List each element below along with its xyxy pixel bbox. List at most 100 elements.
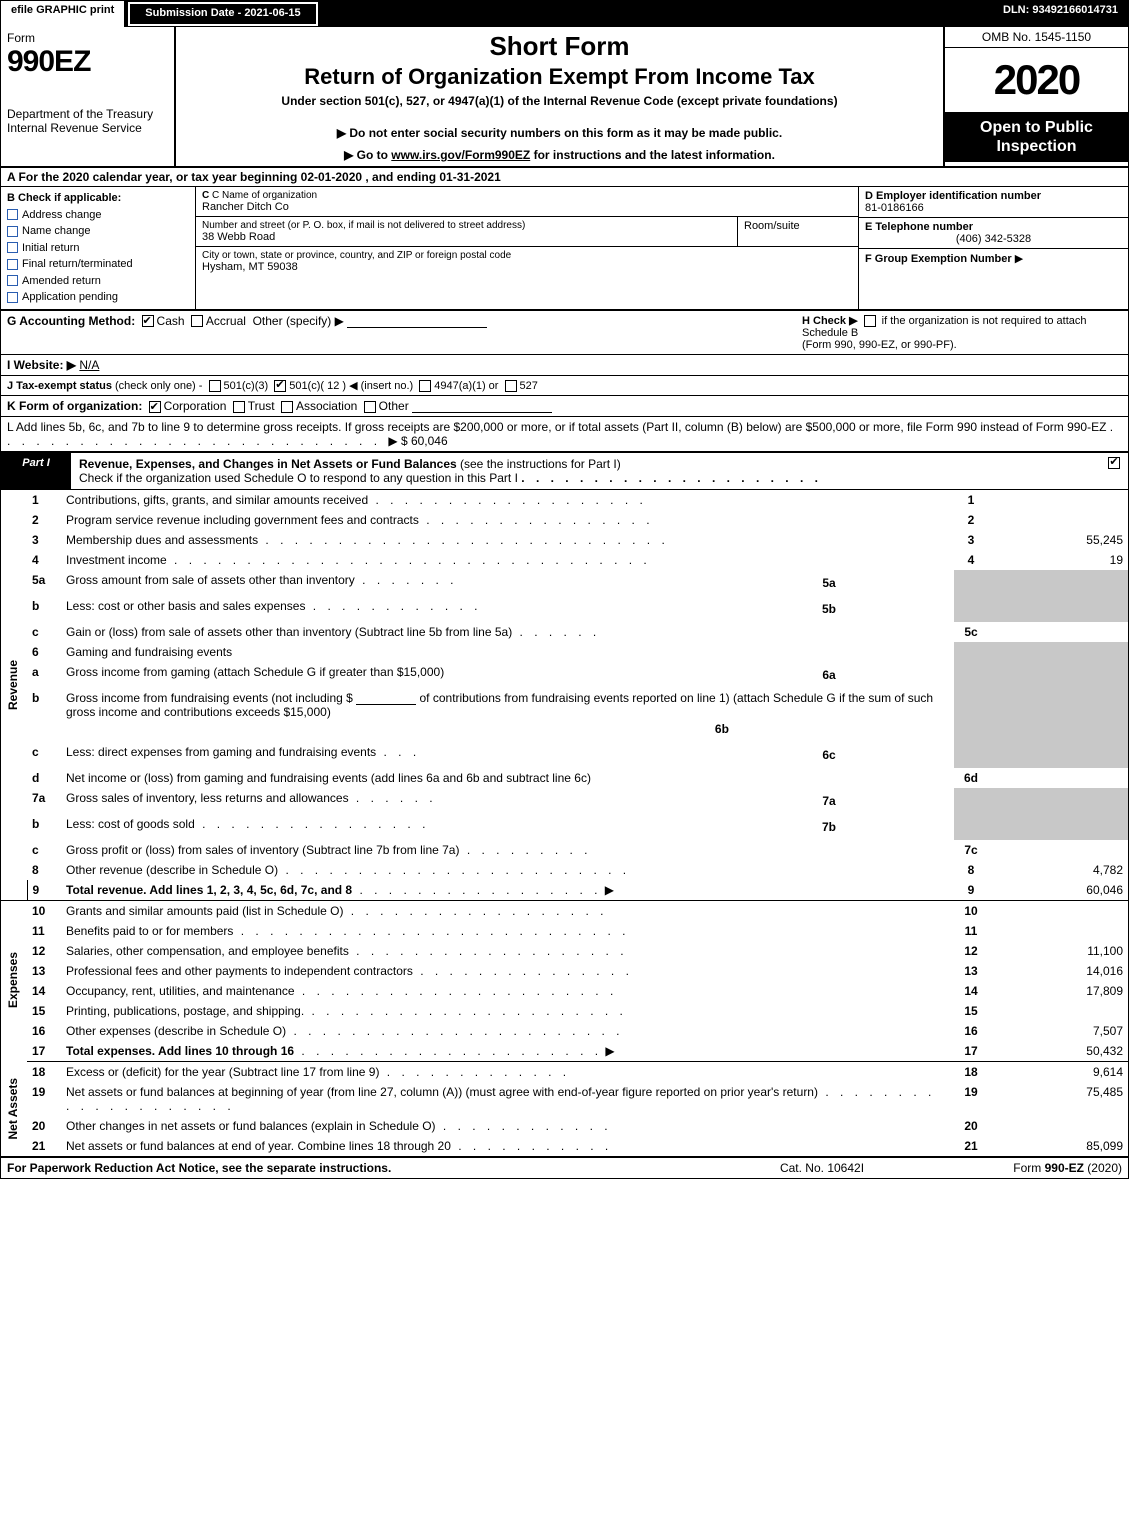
- line-desc: Other revenue (describe in Schedule O) .…: [61, 860, 954, 880]
- paperwork-notice: For Paperwork Reduction Act Notice, see …: [7, 1161, 722, 1175]
- line-num: 12: [27, 941, 61, 961]
- checkbox-icon: [7, 259, 18, 270]
- line-text: Other revenue (describe in Schedule O): [66, 863, 278, 877]
- line-6a: a Gross income from gaming (attach Sched…: [1, 662, 1128, 688]
- line-3: 3 Membership dues and assessments . . . …: [1, 530, 1128, 550]
- line-box: 17: [954, 1041, 988, 1062]
- header-right: OMB No. 1545-1150 2020 Open to Public In…: [943, 27, 1128, 166]
- dots: . . . . . . . . . . . . . . . . . .: [343, 904, 607, 918]
- efile-graphic-print: efile GRAPHIC print: [1, 1, 127, 27]
- org-name-label-text: C Name of organization: [212, 190, 317, 201]
- chk-label: Amended return: [22, 275, 101, 287]
- sub-amt: [849, 745, 949, 765]
- line-desc: Grants and similar amounts paid (list in…: [61, 900, 954, 921]
- box-f: F Group Exemption Number ▶: [859, 249, 1128, 309]
- line-5c: c Gain or (loss) from sale of assets oth…: [1, 622, 1128, 642]
- chk-corporation[interactable]: [149, 401, 161, 413]
- other-specify-line[interactable]: [347, 315, 487, 328]
- line-num: a: [27, 662, 61, 688]
- chk-address-change[interactable]: Address change: [7, 207, 189, 224]
- org-name: Rancher Ditch Co: [202, 201, 852, 213]
- checkbox-icon: [7, 275, 18, 286]
- chk-accrual[interactable]: [191, 315, 203, 327]
- chk-501c[interactable]: [274, 380, 286, 392]
- line-desc: Gross income from gaming (attach Schedul…: [61, 662, 954, 688]
- line-box: 14: [954, 981, 988, 1001]
- line-amt: 19: [988, 550, 1128, 570]
- line-box: 21: [954, 1136, 988, 1156]
- line-num: c: [27, 622, 61, 642]
- website-cell: I Website: ▶ N/A: [7, 358, 1122, 372]
- line-amt: [988, 510, 1128, 530]
- omb-number: OMB No. 1545-1150: [945, 27, 1128, 48]
- checkbox-icon: [7, 226, 18, 237]
- line-amt: 9,614: [988, 1061, 1128, 1082]
- sub-desc: Gross amount from sale of assets other t…: [66, 573, 809, 593]
- sub-box: 6b: [684, 719, 760, 739]
- line-desc: Less: direct expenses from gaming and fu…: [61, 742, 954, 768]
- chk-association[interactable]: [281, 401, 293, 413]
- chk-amended-return[interactable]: Amended return: [7, 273, 189, 290]
- line-num: 5a: [27, 570, 61, 596]
- line-text: Gain or (loss) from sale of assets other…: [66, 625, 512, 639]
- chk-label: Initial return: [22, 242, 79, 254]
- chk-trust[interactable]: [233, 401, 245, 413]
- netassets-vlabel: Net Assets: [1, 1061, 27, 1156]
- subline-table: Less: cost of goods sold . . . . . . . .…: [66, 817, 949, 837]
- dept-treasury: Department of the Treasury: [7, 107, 168, 121]
- line-text: Net assets or fund balances at end of ye…: [66, 1139, 451, 1153]
- chk-501c3[interactable]: [209, 380, 221, 392]
- other-org-line[interactable]: [412, 400, 552, 413]
- chk-label: Application pending: [22, 291, 118, 303]
- line-desc: Other expenses (describe in Schedule O) …: [61, 1021, 954, 1041]
- chk-name-change[interactable]: Name change: [7, 223, 189, 240]
- dots: . . . . . . . . . . . . . . . . . . . . …: [286, 1024, 623, 1038]
- entity-block: B Check if applicable: Address change Na…: [1, 187, 1128, 311]
- contrib-amount-line[interactable]: [356, 692, 416, 705]
- row-h: H Check ▶ if the organization is not req…: [802, 314, 1122, 351]
- chk-other-org[interactable]: [364, 401, 376, 413]
- line-amt-grey: [988, 570, 1128, 596]
- line-amt: [988, 490, 1128, 510]
- chk-527[interactable]: [505, 380, 517, 392]
- line-amt-grey: [988, 662, 1128, 688]
- open-to-public: Open to Public Inspection: [945, 112, 1128, 162]
- irs-link[interactable]: www.irs.gov/Form990EZ: [391, 148, 530, 162]
- address-label: Number and street (or P. O. box, if mail…: [202, 220, 731, 231]
- line-amt-grey: [988, 788, 1128, 814]
- efile-label: efile GRAPHIC print: [11, 4, 114, 16]
- row-i: I Website: ▶ N/A: [1, 355, 1128, 376]
- line-num: 17: [27, 1041, 61, 1062]
- part-i-title: Revenue, Expenses, and Changes in Net As…: [79, 457, 457, 471]
- line-num: 19: [27, 1082, 61, 1116]
- line-num: 15: [27, 1001, 61, 1021]
- dots: . . . . . . . . . . . . . . .: [413, 964, 633, 978]
- dots: . . . . . . . . . . . . .: [379, 1065, 570, 1079]
- line-num: 10: [27, 900, 61, 921]
- dots: . . . . . . . . . . . . . . . . . . .: [349, 944, 628, 958]
- line-box: 3: [954, 530, 988, 550]
- chk-schedule-b[interactable]: [864, 315, 876, 327]
- chk-schedule-o[interactable]: [1108, 457, 1120, 469]
- line-text: Total expenses. Add lines 10 through 16: [66, 1044, 294, 1058]
- line-5a: 5a Gross amount from sale of assets othe…: [1, 570, 1128, 596]
- chk-cash[interactable]: [142, 315, 154, 327]
- line-amt: [988, 1001, 1128, 1021]
- sub-box: 7a: [809, 791, 849, 811]
- header-left: Form 990EZ Department of the Treasury In…: [1, 27, 176, 166]
- line-1: Revenue 1 Contributions, gifts, grants, …: [1, 490, 1128, 510]
- chk-application-pending[interactable]: Application pending: [7, 289, 189, 306]
- other-label: Other (specify) ▶: [253, 314, 344, 328]
- line-amt: [988, 1116, 1128, 1136]
- chk-initial-return[interactable]: Initial return: [7, 240, 189, 257]
- tax-year: 2020: [945, 48, 1128, 112]
- line-num: b: [27, 814, 61, 840]
- tax-exempt-status: J Tax-exempt status (check only one) - 5…: [7, 379, 1122, 392]
- expenses-vlabel: Expenses: [1, 900, 27, 1061]
- chk-final-return[interactable]: Final return/terminated: [7, 256, 189, 273]
- line-num: 11: [27, 921, 61, 941]
- row-k: K Form of organization: Corporation Trus…: [1, 396, 1128, 417]
- chk-4947[interactable]: [419, 380, 431, 392]
- line-box: 8: [954, 860, 988, 880]
- dots: . . . . . . . . . . . . . . . . . . . . …: [294, 1044, 602, 1058]
